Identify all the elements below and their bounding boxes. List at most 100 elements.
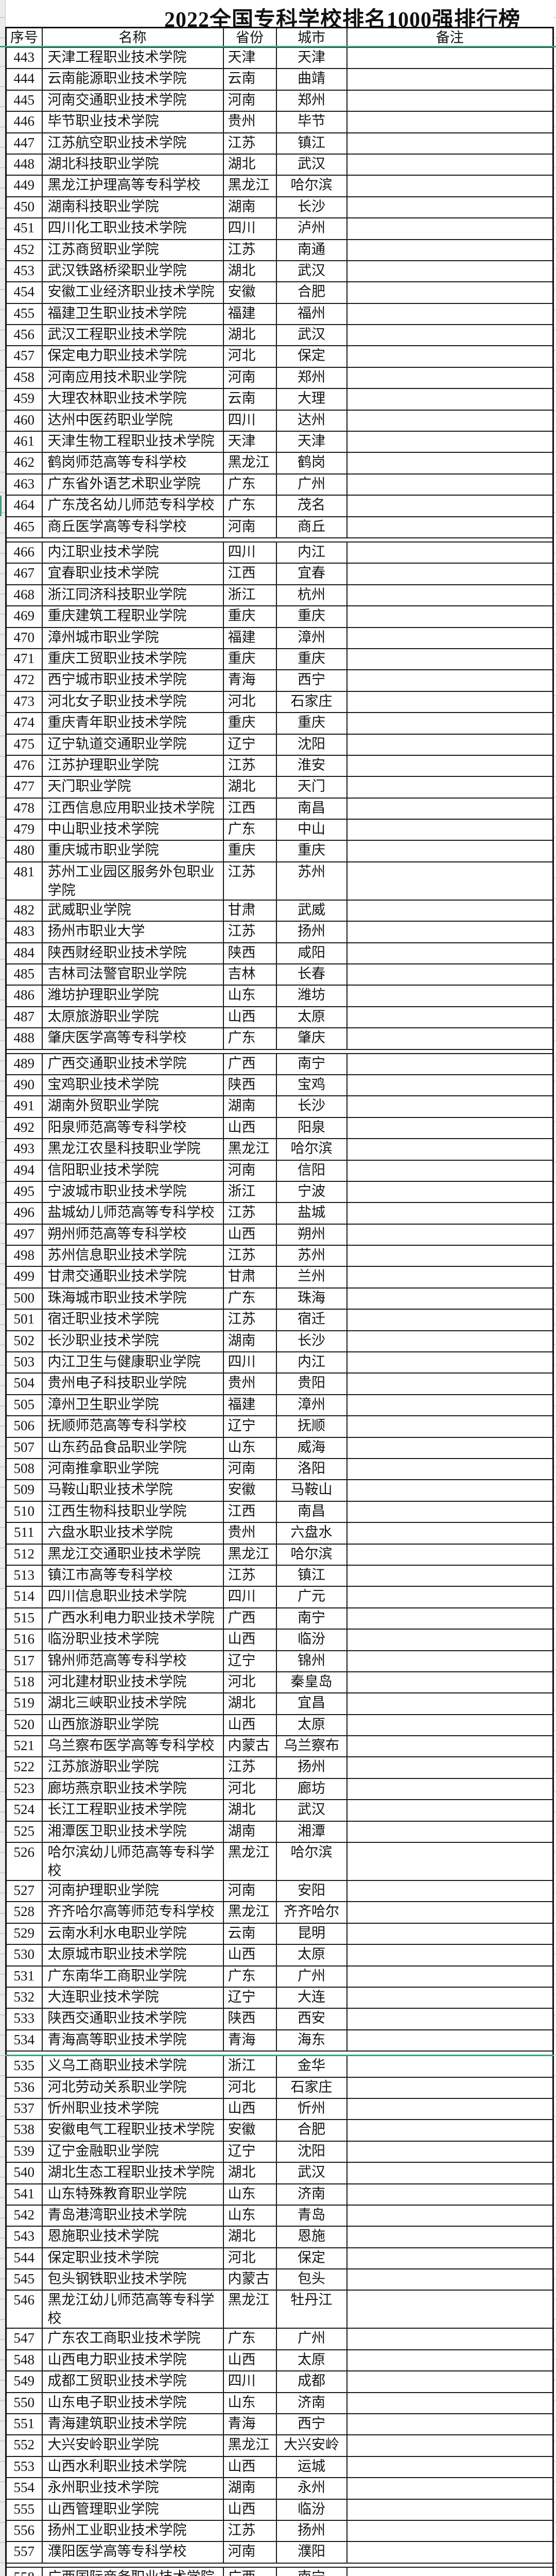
cell-name: 河南交通职业技术学院 [41, 89, 224, 112]
cell-province: 广西 [222, 1053, 277, 1075]
table-row: 548 山西电力职业技术学院 山西 太原 [5, 2349, 554, 2372]
cell-province: 四川 [222, 1351, 277, 1374]
cell-city: 运城 [275, 2455, 348, 2479]
cell-name: 义乌工商职业技术学院 [41, 2055, 224, 2078]
cell-no: 453 [5, 260, 43, 283]
cell-no: 508 [5, 1458, 43, 1481]
cell-province: 河北 [222, 690, 277, 714]
table-row: 492 阳泉师范高等专科学校 山西 阳泉 [5, 1116, 554, 1140]
cell-note [346, 2349, 554, 2372]
cell-no: 517 [5, 1650, 43, 1672]
cell-note [346, 366, 554, 389]
cell-no: 510 [5, 1500, 43, 1523]
cell-note [346, 2455, 554, 2479]
cell-no: 443 [5, 46, 43, 70]
cell-name: 湖北生态工程职业技术学院 [41, 2162, 224, 2184]
cell-city: 济南 [275, 2183, 348, 2206]
cell-name: 湖南科技职业学院 [41, 196, 224, 219]
cell-note [346, 1394, 554, 1417]
cell-name: 江苏航空职业技术学院 [41, 132, 224, 155]
cell-no: 474 [5, 712, 43, 735]
cell-name: 重庆建筑工程职业学院 [41, 605, 224, 628]
cell-province: 云南 [222, 68, 277, 91]
cell-no: 466 [5, 541, 43, 564]
cell-no: 444 [5, 68, 43, 91]
table-row: 530 太原城市职业技术学院 山西 太原 [5, 1944, 554, 1967]
cell-province: 辽宁 [222, 1650, 277, 1672]
cell-name: 青岛港湾职业技术学院 [41, 2204, 224, 2227]
table-row: 468 浙江同济科技职业学院 浙江 杭州 [5, 584, 554, 607]
cell-city: 西安 [275, 2008, 348, 2030]
cell-city: 内江 [275, 541, 348, 564]
cell-city: 洛阳 [275, 1458, 348, 1481]
cell-city: 信阳 [275, 1159, 348, 1182]
cell-note [346, 669, 554, 692]
cell-province: 河南 [222, 1458, 277, 1481]
table-row: 503 内江卫生与健康职业学院 四川 内江 [5, 1351, 554, 1374]
table-row: 554 永州职业技术学院 湖南 永州 [5, 2477, 554, 2500]
cell-name: 贵州电子科技职业学院 [41, 1372, 224, 1395]
cell-name: 青海建筑职业技术学院 [41, 2413, 224, 2436]
cell-name: 河北劳动关系职业学院 [41, 2076, 224, 2099]
cell-note [346, 1756, 554, 1779]
cell-no: 551 [5, 2413, 43, 2436]
cell-note [346, 2392, 554, 2415]
cell-province: 山东 [222, 2204, 277, 2227]
table-row: 477 天门职业学院 湖北 天门 [5, 776, 554, 799]
cell-no: 519 [5, 1692, 43, 1715]
cell-no: 463 [5, 473, 43, 496]
cell-note [346, 626, 554, 649]
cell-note [346, 1309, 554, 1331]
cell-no: 535 [5, 2055, 43, 2078]
table-row: 487 太原旅游职业学院 山西 太原 [5, 1006, 554, 1029]
cell-note [346, 2008, 554, 2030]
cell-no: 479 [5, 819, 43, 841]
cell-city: 濮阳 [275, 2541, 348, 2564]
cell-province: 湖北 [222, 260, 277, 283]
cell-note [346, 409, 554, 432]
cell-name: 山东药品食品职业学院 [41, 1436, 224, 1460]
cell-province: 青海 [222, 2413, 277, 2436]
cell-no: 497 [5, 1223, 43, 1246]
cell-city: 镇江 [275, 132, 348, 155]
cell-province: 湖南 [222, 196, 277, 219]
cell-note [346, 985, 554, 1007]
table-row: 556 扬州工业职业技术学院 江苏 扬州 [5, 2519, 554, 2543]
cell-province: 山西 [222, 2097, 277, 2121]
cell-city: 南宁 [275, 2566, 348, 2576]
cell-name: 大理农林职业技术学院 [41, 388, 224, 411]
cell-name: 河北女子职业技术学院 [41, 690, 224, 714]
page-title: 2022全国专科学校排名1000强排行榜 [164, 8, 520, 32]
cell-city: 西宁 [275, 2413, 348, 2436]
cell-city: 盐城 [275, 1202, 348, 1225]
cell-city: 临汾 [275, 1629, 348, 1651]
cell-note [346, 111, 554, 133]
table-row: 523 廊坊燕京职业技术学院 河北 廊坊 [5, 1777, 554, 1801]
cell-note [346, 388, 554, 411]
table-row: 522 江苏旅游职业学院 江苏 扬州 [5, 1756, 554, 1779]
cell-name: 武汉铁路桥梁职业学院 [41, 260, 224, 283]
table-row: 451 四川化工职业技术学院 四川 泸州 [5, 217, 554, 240]
cell-no: 537 [5, 2097, 43, 2121]
seam-row [6, 2050, 553, 2057]
cell-city: 宝鸡 [275, 1074, 348, 1097]
cell-note [346, 1671, 554, 1694]
cell-city: 西宁 [275, 669, 348, 692]
cell-province: 江苏 [222, 2519, 277, 2543]
cell-no: 468 [5, 584, 43, 607]
cell-city: 海东 [275, 2029, 348, 2052]
table-row: 448 湖北科技职业学院 湖北 武汉 [5, 153, 554, 176]
table-row: 513 镇江市高等专科学校 江苏 镇江 [5, 1564, 554, 1587]
table-row: 462 鹤岗师范高等专科学校 黑龙江 鹤岗 [5, 452, 554, 474]
cell-name: 保定职业技术学院 [41, 2247, 224, 2270]
cell-note [346, 2162, 554, 2184]
table-row: 457 保定电力职业技术学院 河北 保定 [5, 345, 554, 368]
cell-no: 477 [5, 776, 43, 799]
cell-province: 辽宁 [222, 2140, 277, 2163]
cell-note [346, 260, 554, 283]
cell-province: 山西 [222, 1223, 277, 1246]
cell-note [346, 733, 554, 756]
cell-note [346, 1027, 554, 1050]
cell-no: 456 [5, 324, 43, 347]
cell-note [346, 1880, 554, 1903]
